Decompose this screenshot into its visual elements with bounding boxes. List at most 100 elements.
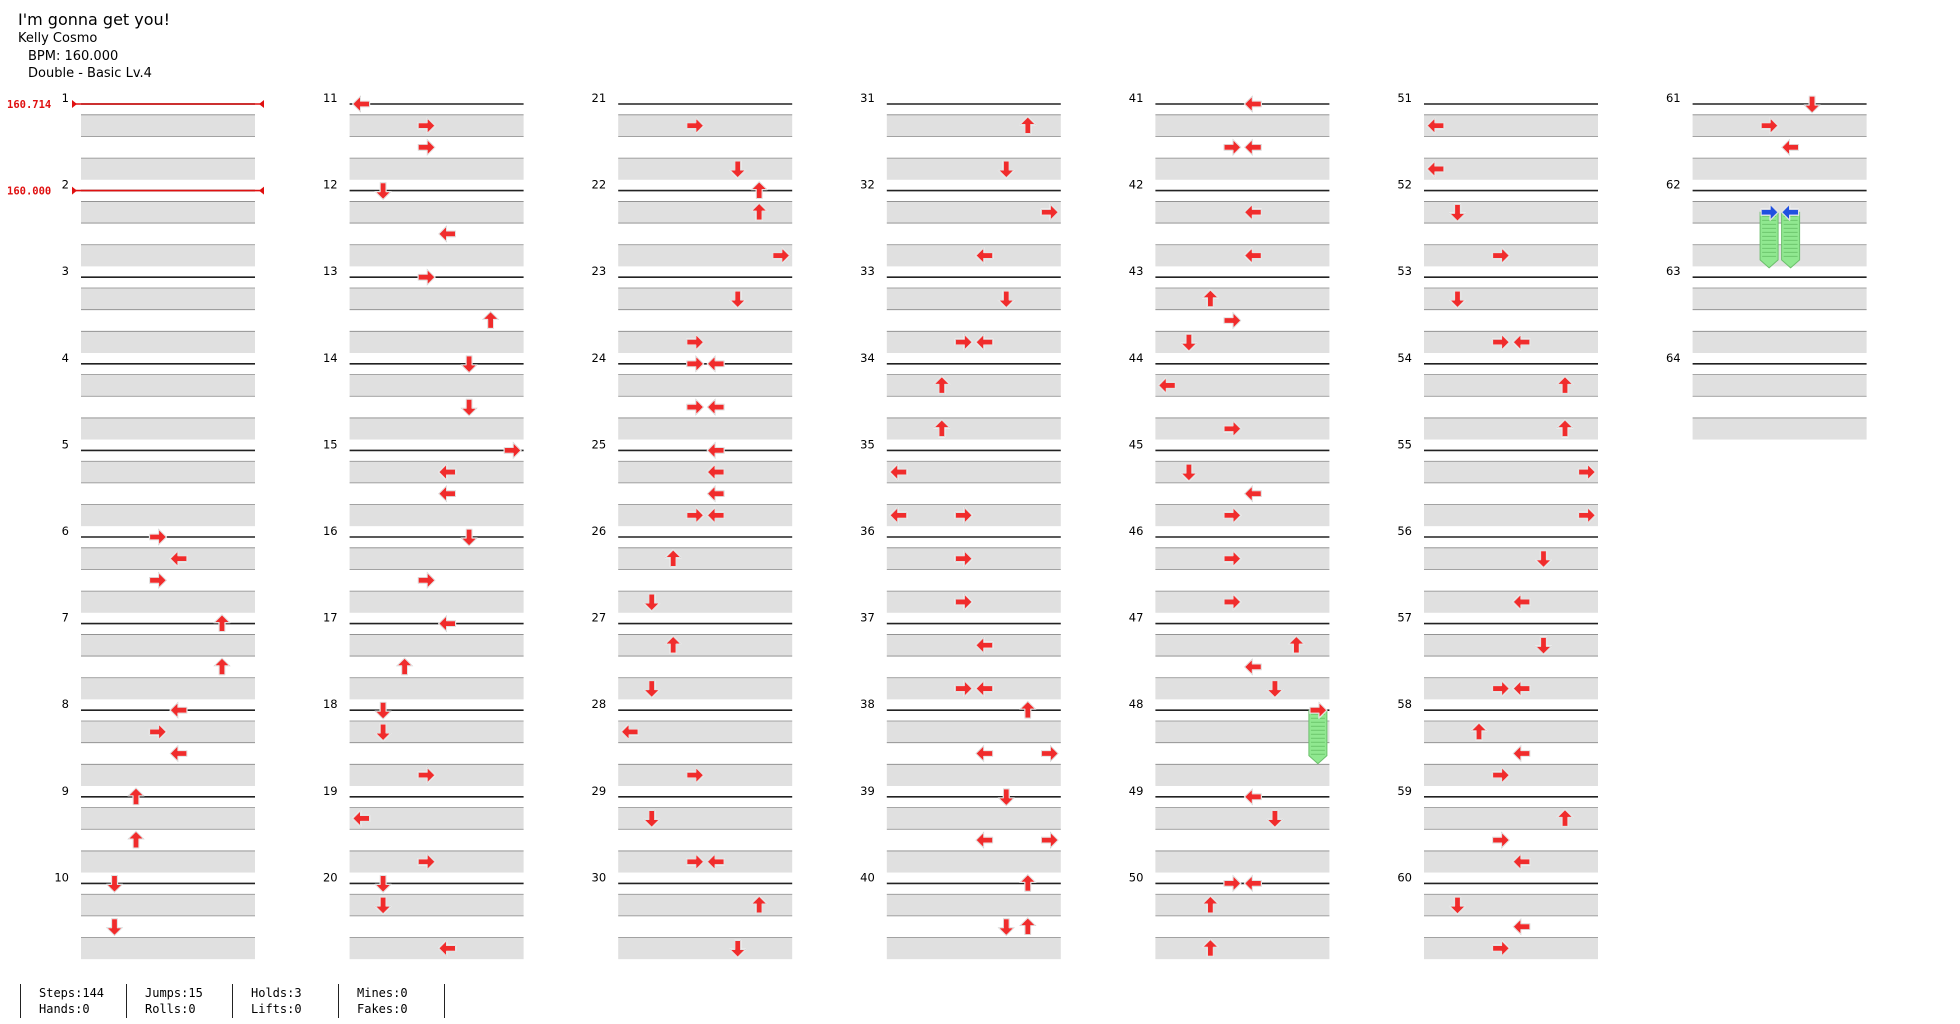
arrow-icon: [975, 831, 994, 849]
measure-number: 54: [1397, 351, 1412, 365]
arrow-outline: [374, 875, 392, 893]
step-arrow-left: [1243, 658, 1263, 676]
measure-number: 42: [1129, 178, 1144, 192]
arrow-outline: [975, 744, 994, 763]
step-arrow-left: [1243, 484, 1263, 503]
step-arrow-right: [1223, 138, 1242, 157]
step-arrow-right: [1760, 203, 1779, 221]
arrow-outline: [149, 528, 167, 546]
arrow-outline: [728, 940, 747, 958]
arrow-icon: [127, 830, 145, 849]
arrow-outline: [438, 484, 456, 503]
arrow-icon: [105, 874, 124, 894]
arrow-icon: [148, 528, 168, 546]
arrow-outline: [1512, 679, 1531, 698]
arrow-outline: [686, 116, 705, 135]
arrow-icon: [438, 485, 457, 503]
step-arrow-left: [706, 463, 725, 481]
beat-band: [618, 331, 793, 353]
step-arrow-right: [1491, 246, 1511, 265]
beat-band: [618, 547, 793, 570]
measure-number: 19: [323, 784, 338, 798]
step-arrow-right: [1040, 744, 1059, 763]
arrow-outline: [460, 528, 478, 547]
measure-number: 47: [1129, 611, 1144, 625]
bpm-marker-right: [259, 186, 264, 195]
arrow-outline: [1512, 917, 1531, 936]
arrow-outline: [1512, 593, 1531, 611]
measure-number: 46: [1129, 524, 1144, 538]
step-arrow-left: [438, 939, 457, 958]
beat-band: [81, 331, 255, 353]
step-arrow-up: [395, 657, 414, 676]
arrow-icon: [169, 744, 188, 763]
arrow-icon: [374, 701, 392, 720]
measure-number: 34: [860, 351, 875, 365]
arrow-outline: [642, 810, 661, 828]
arrow-outline: [1223, 311, 1242, 330]
beat-band: [349, 634, 524, 657]
step-arrow-down: [1448, 203, 1467, 222]
arrow-icon: [1243, 874, 1263, 893]
arrow-icon: [933, 419, 951, 438]
arrow-icon: [643, 809, 661, 829]
arrow-icon: [750, 181, 768, 200]
step-arrow-left: [975, 246, 994, 265]
arrow-outline: [1243, 246, 1262, 265]
beat-band: [618, 591, 793, 613]
arrow-icon: [438, 614, 457, 633]
step-arrow-left: [975, 333, 994, 351]
step-arrow-down: [728, 160, 747, 179]
beat-band: [349, 331, 524, 353]
arrow-icon: [706, 853, 725, 871]
hold-note: [1780, 203, 1801, 269]
step-arrow-right: [417, 853, 436, 871]
arrow-outline: [954, 679, 973, 698]
measure-number: 32: [860, 178, 875, 192]
arrow-outline: [417, 766, 436, 784]
arrow-outline: [1803, 95, 1821, 114]
step-arrow-down: [728, 290, 747, 309]
arrow-outline: [417, 268, 436, 286]
measure-grid: 1234567891011121314151617181920212223242…: [54, 91, 1867, 960]
step-arrow-left: [1243, 138, 1263, 157]
measure-number: 51: [1397, 91, 1412, 105]
arrow-icon: [1223, 506, 1242, 524]
arrow-icon: [686, 766, 705, 784]
step-arrow-left: [438, 614, 457, 633]
arrow-outline: [105, 875, 124, 893]
arrow-icon: [997, 290, 1015, 309]
beat-band: [1155, 288, 1330, 310]
beat-band: [618, 937, 793, 960]
arrow-icon: [1491, 679, 1511, 698]
arrow-outline: [149, 723, 167, 741]
step-arrow-right: [686, 355, 705, 373]
measure-number: 31: [860, 91, 875, 105]
arrow-outline: [1019, 917, 1037, 936]
arrow-icon: [643, 593, 661, 612]
beat-band: [1155, 244, 1330, 267]
arrow-outline: [975, 679, 994, 698]
beat-band: [81, 721, 255, 743]
arrow-icon: [729, 160, 747, 179]
arrow-icon: [148, 571, 168, 589]
beat-band: [1424, 288, 1598, 310]
arrow-icon: [417, 138, 436, 156]
song-artist: Kelly Cosmo: [18, 31, 98, 46]
beat-band: [886, 504, 1061, 527]
arrow-icon: [954, 679, 973, 698]
arrow-icon: [686, 506, 705, 524]
arrow-outline: [481, 311, 500, 329]
step-arrow-right: [1577, 506, 1597, 525]
step-arrow-right: [954, 333, 973, 351]
step-arrow-up: [933, 419, 951, 438]
arrow-outline: [438, 225, 456, 243]
arrow-icon: [1780, 203, 1800, 221]
arrow-icon: [1470, 722, 1488, 741]
beat-band: [1155, 894, 1330, 916]
stat-hands: Hands:0: [39, 1002, 90, 1016]
arrow-icon: [975, 636, 994, 654]
arrow-outline: [1492, 246, 1510, 265]
arrow-icon: [686, 853, 705, 871]
stat-group: Mines:0 Fakes:0: [338, 984, 444, 1018]
